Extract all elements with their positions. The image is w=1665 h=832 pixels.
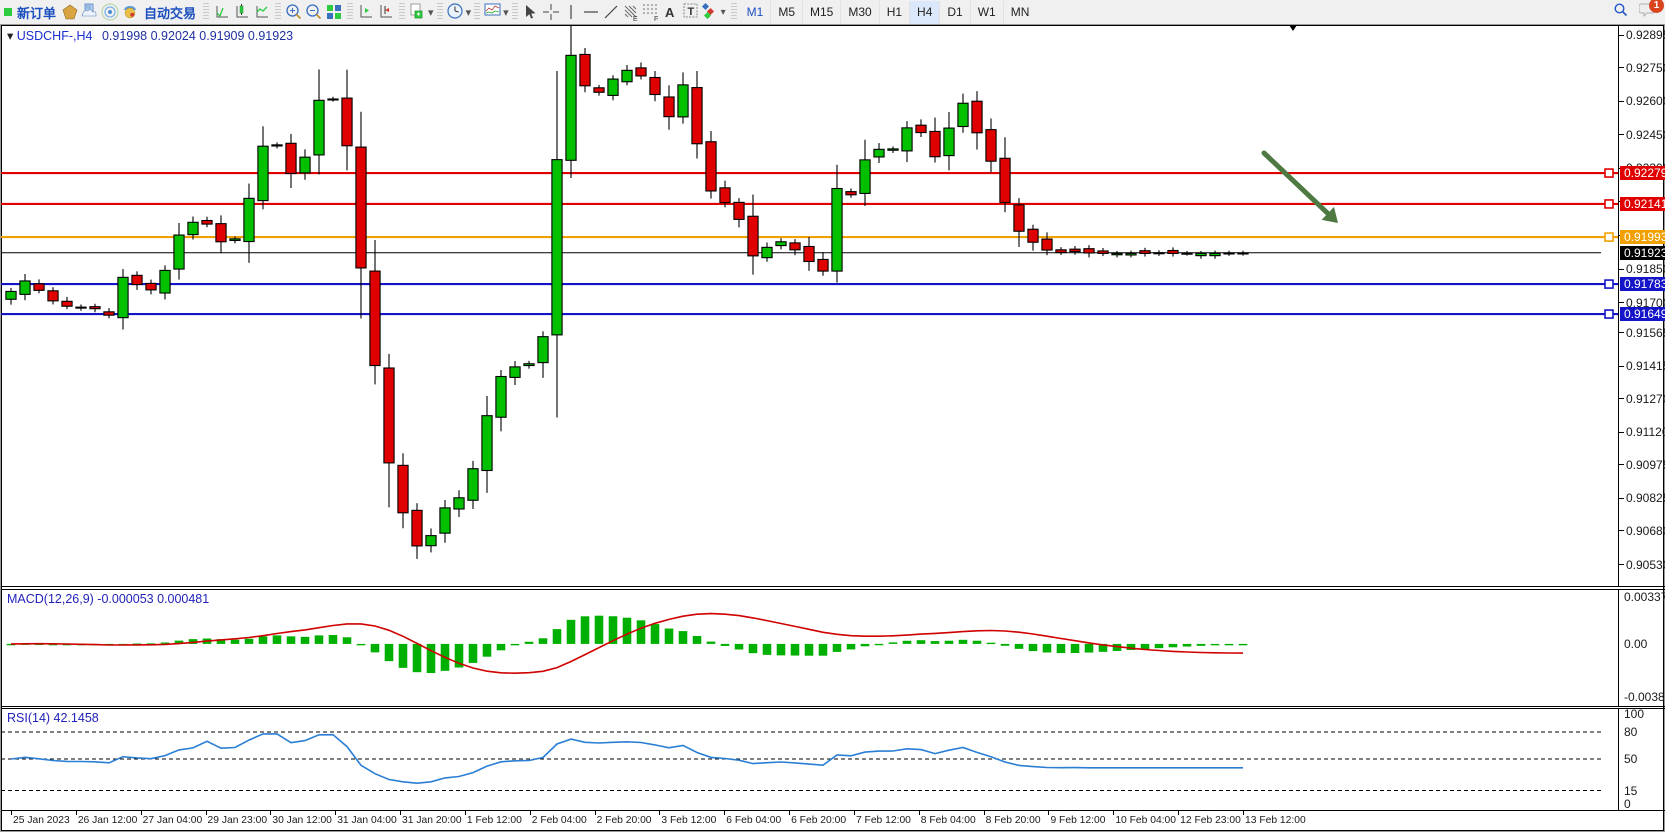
svg-text:F: F [654, 16, 658, 22]
svg-text:A: A [665, 5, 675, 20]
svg-text:T: T [687, 6, 694, 18]
svg-text:E: E [633, 16, 638, 22]
